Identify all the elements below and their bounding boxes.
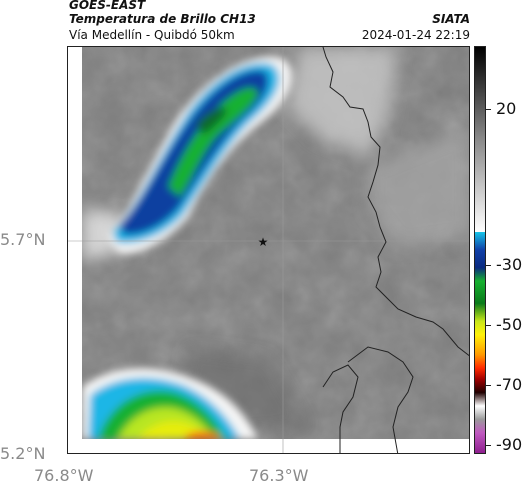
colorbar-tick xyxy=(486,109,491,110)
colorbar-tick xyxy=(486,325,491,326)
lon-tick-label: 76.8°W xyxy=(34,466,94,485)
colorbar-label: -50 xyxy=(496,315,523,334)
colorbar-label: 20 xyxy=(496,99,517,118)
colorbar-tick xyxy=(486,385,491,386)
satellite-title: GOES-EAST xyxy=(69,0,146,12)
cloud-lower xyxy=(82,368,258,439)
cloud-upper xyxy=(108,56,292,253)
lat-tick-label: 5.7°N xyxy=(0,230,46,249)
colorbar-tick xyxy=(486,445,491,446)
colorbar xyxy=(474,46,486,454)
colorbar-label: -30 xyxy=(496,255,523,274)
satellite-map: ★ xyxy=(67,46,470,454)
agency-label: SIATA xyxy=(432,12,470,26)
colorbar-tick xyxy=(486,265,491,266)
lat-tick-label: 5.2°N xyxy=(0,444,46,463)
lon-tick-label: 76.3°W xyxy=(249,466,309,485)
department-border xyxy=(322,47,469,357)
region-subtitle: Vía Medellín - Quibdó 50km xyxy=(69,28,235,42)
colorbar-label: -90 xyxy=(496,435,523,454)
datetime-label: 2024-01-24 22:19 xyxy=(361,28,470,42)
location-star: ★ xyxy=(258,235,269,249)
colorbar-label: -70 xyxy=(496,375,523,394)
product-title: Temperatura de Brillo CH13 xyxy=(69,12,256,26)
